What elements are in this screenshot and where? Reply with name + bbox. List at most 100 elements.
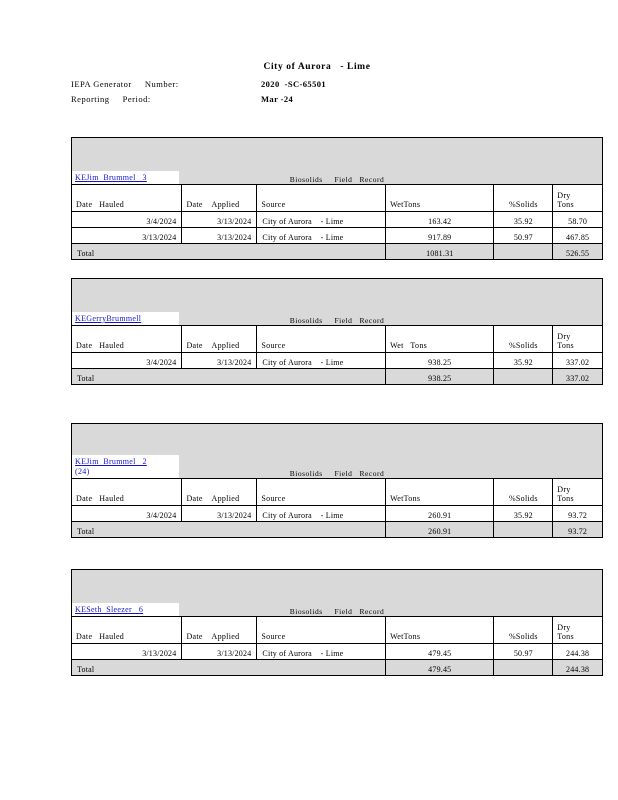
total-pct-solids xyxy=(493,659,554,676)
cell-date-hauled: 3/4/2024 xyxy=(70,211,183,228)
record-link-box: KEJim Brummel 2 (24) xyxy=(72,455,179,478)
total-row: Total 479.45 244.38 xyxy=(70,659,603,676)
cell-dry-tons: 93.72 xyxy=(552,505,603,522)
col-dry-tons: Dry Tons xyxy=(552,325,603,353)
record-link[interactable]: KESeth Sleezer 6 xyxy=(75,605,144,614)
col-pct-solids: %Solids xyxy=(493,325,554,353)
banner-title: Biosolids Field Record xyxy=(289,316,385,325)
cell-wet-tons: 260.91 xyxy=(385,505,495,522)
col-dry-tons-line1: Dry xyxy=(557,331,571,341)
cell-wet-tons: 479.45 xyxy=(385,643,495,660)
record-link-box: KESeth Sleezer 6 xyxy=(72,603,179,616)
col-wet-tons: WetTons xyxy=(385,478,495,506)
cell-source: City of Aurora - Lime xyxy=(256,643,387,660)
total-dry-tons: 337.02 xyxy=(552,368,603,385)
total-row: Total 1081.31 526.55 xyxy=(70,243,603,260)
cell-date-applied: 3/13/2024 xyxy=(181,211,258,228)
table-row: 3/4/2024 3/13/2024 City of Aurora - Lime… xyxy=(70,352,603,369)
total-wet-tons: 1081.31 xyxy=(385,243,495,260)
cell-date-applied: 3/13/2024 xyxy=(181,643,258,660)
col-date-hauled: Date Hauled xyxy=(70,478,183,506)
record-link[interactable]: KEJim Brummel 2 xyxy=(75,457,147,466)
col-dry-tons-line1: Dry xyxy=(557,190,571,200)
cell-date-hauled: 3/4/2024 xyxy=(70,352,183,369)
reporting-period-row: Reporting Period: Mar -24 xyxy=(71,94,603,104)
total-label: Total xyxy=(70,243,387,260)
col-date-hauled: Date Hauled xyxy=(70,616,183,644)
table-row: 3/13/2024 3/13/2024 City of Aurora - Lim… xyxy=(70,227,603,244)
record-link[interactable]: KEGerryBrummell xyxy=(75,314,142,323)
total-dry-tons: 93.72 xyxy=(552,521,603,538)
table-row: 3/4/2024 3/13/2024 City of Aurora - Lime… xyxy=(70,211,603,228)
reporting-period-value: Mar -24 xyxy=(261,94,294,104)
col-wet-tons: WetTons xyxy=(385,616,495,644)
cell-pct-solids: 50.97 xyxy=(493,643,554,660)
column-header-row: Date Hauled Date Applied Source WetTons … xyxy=(70,616,603,644)
biosolids-record-table: Biosolids Field Record KEJim Brummel 2 (… xyxy=(70,423,603,538)
cell-wet-tons: 917.89 xyxy=(385,227,495,244)
cell-date-hauled: 3/13/2024 xyxy=(70,227,183,244)
banner-cell: Biosolids Field Record KEJim Brummel 2 (… xyxy=(71,423,603,479)
cell-dry-tons: 337.02 xyxy=(552,352,603,369)
col-pct-solids: %Solids xyxy=(493,478,554,506)
banner-cell: Biosolids Field Record KESeth Sleezer 6 xyxy=(71,569,603,617)
col-dry-tons-line2: Tons xyxy=(557,493,574,503)
cell-pct-solids: 50.97 xyxy=(493,227,554,244)
col-date-applied: Date Applied xyxy=(181,616,258,644)
cell-pct-solids: 35.92 xyxy=(493,505,554,522)
banner-row: Biosolids Field Record KEJim Brummel 3 xyxy=(71,137,603,185)
cell-dry-tons: 244.38 xyxy=(552,643,603,660)
generator-number-value: 2020 -SC-65501 xyxy=(261,79,327,89)
table-row: 3/13/2024 3/13/2024 City of Aurora - Lim… xyxy=(70,643,603,660)
total-wet-tons: 938.25 xyxy=(385,368,495,385)
total-wet-tons: 479.45 xyxy=(385,659,495,676)
col-wet-tons: Wet Tons xyxy=(385,325,495,353)
total-label: Total xyxy=(70,659,387,676)
cell-pct-solids: 35.92 xyxy=(493,352,554,369)
page-title: City of Aurora - Lime xyxy=(263,62,371,72)
col-dry-tons: Dry Tons xyxy=(552,616,603,644)
col-date-applied: Date Applied xyxy=(181,325,258,353)
col-date-hauled: Date Hauled xyxy=(70,325,183,353)
biosolids-record-table: Biosolids Field Record KEJim Brummel 3 D… xyxy=(70,137,603,260)
total-dry-tons: 244.38 xyxy=(552,659,603,676)
record-link-sublabel: (24) xyxy=(75,467,90,476)
total-label: Total xyxy=(70,521,387,538)
col-dry-tons-line2: Tons xyxy=(557,340,574,350)
col-dry-tons: Dry Tons xyxy=(552,478,603,506)
reporting-period-label: Reporting Period: xyxy=(71,94,151,104)
cell-date-applied: 3/13/2024 xyxy=(181,505,258,522)
biosolids-record-table: Biosolids Field Record KEGerryBrummell D… xyxy=(70,278,603,385)
cell-pct-solids: 35.92 xyxy=(493,211,554,228)
col-date-applied: Date Applied xyxy=(181,478,258,506)
cell-wet-tons: 163.42 xyxy=(385,211,495,228)
cell-dry-tons: 467.85 xyxy=(552,227,603,244)
col-source: Source xyxy=(256,325,387,353)
col-dry-tons: Dry Tons xyxy=(552,184,603,212)
col-dry-tons-line1: Dry xyxy=(557,484,571,494)
banner-title: Biosolids Field Record xyxy=(289,607,385,616)
column-header-row: Date Hauled Date Applied Source WetTons … xyxy=(70,184,603,212)
col-date-hauled: Date Hauled xyxy=(70,184,183,212)
col-dry-tons-line1: Dry xyxy=(557,622,571,632)
banner-title: Biosolids Field Record xyxy=(289,175,385,184)
cell-source: City of Aurora - Lime xyxy=(256,227,387,244)
record-link[interactable]: KEJim Brummel 3 xyxy=(75,173,147,182)
total-dry-tons: 526.55 xyxy=(552,243,603,260)
total-wet-tons: 260.91 xyxy=(385,521,495,538)
generator-number-label: IEPA Generator Number: xyxy=(71,79,179,89)
cell-date-hauled: 3/13/2024 xyxy=(70,643,183,660)
table-row: 3/4/2024 3/13/2024 City of Aurora - Lime… xyxy=(70,505,603,522)
banner-row: Biosolids Field Record KESeth Sleezer 6 xyxy=(71,569,603,617)
col-pct-solids: %Solids xyxy=(493,184,554,212)
col-date-applied: Date Applied xyxy=(181,184,258,212)
cell-source: City of Aurora - Lime xyxy=(256,505,387,522)
col-source: Source xyxy=(256,616,387,644)
banner-title: Biosolids Field Record xyxy=(289,469,385,478)
banner-row: Biosolids Field Record KEGerryBrummell xyxy=(71,278,603,326)
column-header-row: Date Hauled Date Applied Source WetTons … xyxy=(70,478,603,506)
cell-wet-tons: 938.25 xyxy=(385,352,495,369)
cell-date-hauled: 3/4/2024 xyxy=(70,505,183,522)
col-source: Source xyxy=(256,478,387,506)
